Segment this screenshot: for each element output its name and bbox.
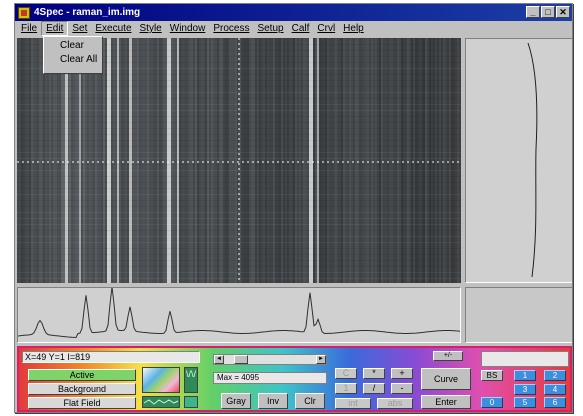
menu-item-clear[interactable]: Clear [60,40,84,51]
menu-item-clear-all[interactable]: Clear All [60,54,98,65]
slider-thumb[interactable] [234,355,248,364]
enter-button[interactable]: Enter [421,395,471,409]
menu-calf[interactable]: Calf [291,23,310,34]
app-icon[interactable] [18,6,30,19]
operator-minus-button[interactable]: - [391,383,413,394]
edit-dropdown: Clear Clear All [43,36,103,74]
menu-execute[interactable]: Execute [95,23,132,34]
max-value-field[interactable]: Max = 4095 [213,372,327,384]
app-window: 4Spec - raman_im.img _ □ ✕ File Edit Set… [14,3,573,413]
slider-right-arrow-icon[interactable]: ► [316,355,326,364]
menu-style[interactable]: Style [139,23,162,34]
spectrum-plot [18,288,460,339]
background-mode-button[interactable]: Background [28,383,136,395]
minimize-button[interactable]: _ [526,6,540,18]
keypad-display [481,351,569,367]
key-6[interactable]: 6 [544,397,566,408]
window-title: 4Spec - raman_im.img [34,7,141,18]
vertical-profile-plot [527,42,538,278]
menu-edit[interactable]: Edit [41,21,69,36]
slider-left-arrow-icon[interactable]: ◄ [214,355,224,364]
key-3[interactable]: 3 [514,384,536,395]
menu-crvl[interactable]: Crvl [317,23,336,34]
gray-button[interactable]: Gray [221,393,251,409]
display-toggle[interactable]: \/\/ [184,367,198,393]
corner-panel [465,287,572,343]
color-palette-swatch[interactable] [142,367,180,393]
operator-divide-button[interactable]: / [363,383,385,394]
operator-c-button[interactable]: C [335,368,357,379]
key-1[interactable]: 1 [514,370,536,381]
spectral-image-canvas [17,38,461,283]
coordinates-readout: X=49 Y=1 I=819 [22,351,200,363]
curve-button[interactable]: Curve [421,368,471,390]
menu-help[interactable]: Help [343,23,364,34]
menu-window[interactable]: Window [169,23,206,34]
spectrum-panel [17,287,461,343]
operator-plus-button[interactable]: + [391,368,413,379]
int-button[interactable]: int [335,398,371,409]
key-5[interactable]: 5 [514,397,536,408]
wave-icon [143,399,179,405]
active-mode-button[interactable]: Active [28,369,136,381]
operator-one-button[interactable]: 1 [335,383,357,394]
title-bar[interactable]: 4Spec - raman_im.img _ □ ✕ [15,4,572,21]
operator-multiply-button[interactable]: * [363,368,385,379]
invert-button[interactable]: Inv [258,393,288,409]
mini-square-button[interactable] [184,396,198,408]
menu-file[interactable]: File [21,23,38,34]
menu-setup[interactable]: Setup [257,23,284,34]
menu-process[interactable]: Process [213,23,250,34]
maximize-button[interactable]: □ [541,6,555,18]
menu-set[interactable]: Set [72,23,88,34]
key-2[interactable]: 2 [544,370,566,381]
key-4[interactable]: 4 [544,384,566,395]
window-controls: _ □ ✕ [526,6,570,18]
mini-curve-button[interactable] [142,396,180,408]
intensity-slider[interactable]: ◄ ► [213,354,327,365]
spectral-image[interactable] [17,38,461,283]
vertical-profile-panel [465,38,572,283]
backspace-button[interactable]: BS [481,370,503,381]
key-0[interactable]: 0 [481,397,503,408]
clear-button[interactable]: Clr [295,393,325,409]
abs-button[interactable]: abs [377,398,413,409]
flat-field-button[interactable]: Flat Field [28,397,136,409]
menu-bar: File Edit Set Execute Style Window Proce… [15,21,572,36]
sign-toggle-button[interactable]: +/- [433,351,463,361]
control-panel: X=49 Y=1 I=819 Active Background Flat Fi… [17,346,572,412]
close-button[interactable]: ✕ [556,6,570,18]
